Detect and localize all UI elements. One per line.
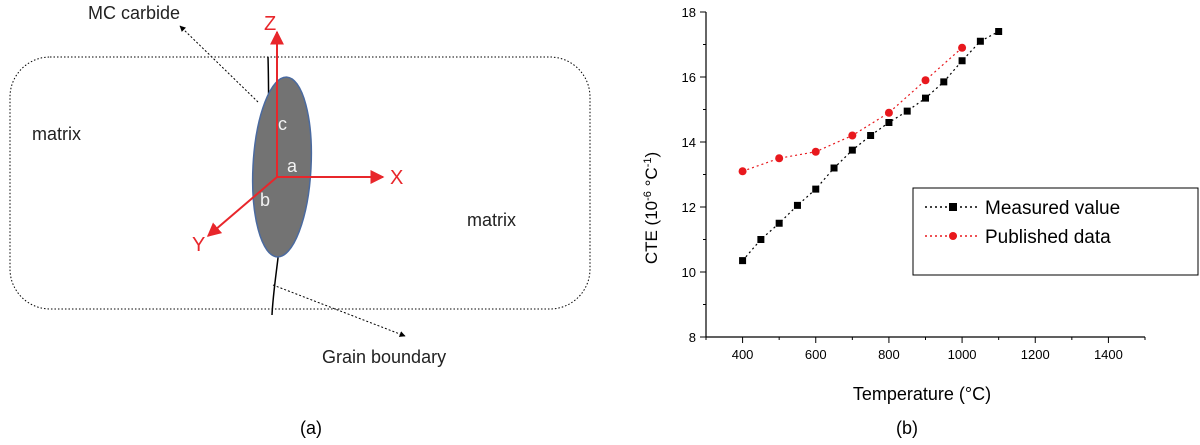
schematic-panel: MC carbide Grain boundary matrix matrix …: [9, 3, 591, 367]
y-axis-title-unit: °C: [642, 167, 661, 191]
matrix-label-right: matrix: [467, 210, 516, 230]
published-point: [775, 154, 784, 163]
y-tick-label: 14: [682, 135, 696, 150]
legend-published-label: Published data: [985, 227, 1111, 248]
carbide-dim-c: c: [278, 114, 287, 134]
y-tick-label: 12: [682, 200, 696, 215]
measured-point: [940, 78, 948, 86]
carbide-leader-line: [179, 25, 259, 103]
series-line-measured: [742, 30, 999, 262]
carbide-dim-a: a: [287, 156, 298, 176]
grain-boundary-label: Grain boundary: [322, 347, 446, 367]
measured-point: [885, 119, 893, 126]
x-tick-label: 1400: [1094, 347, 1123, 362]
y-axis-title: CTE (10-6 °C-1): [642, 152, 661, 264]
x-axis-title: Temperature (°C): [853, 384, 991, 404]
y-axis-arrow: [206, 176, 278, 237]
cte-chart: 400 600 800 1000 1200 1400 8 10 12 14 16 18 Tempera…: [642, 5, 1199, 404]
published-point: [921, 76, 930, 85]
carbide-dim-b: b: [260, 190, 270, 210]
matrix-region: [9, 56, 591, 310]
x-tick-label: 1200: [1021, 347, 1050, 362]
legend-measured-label: Measured value: [985, 198, 1120, 219]
measured-point: [757, 236, 765, 243]
y-axis-title-close: ): [642, 152, 661, 158]
measured-point: [775, 219, 783, 227]
y-axis-title-exp: -6: [642, 191, 654, 201]
measured-point: [995, 28, 1003, 35]
legend-box: [912, 187, 1199, 276]
measured-point: [848, 146, 856, 154]
measured-point: [976, 37, 984, 45]
chart-series: [738, 28, 1003, 265]
matrix-label-left: matrix: [32, 124, 81, 144]
y-tick-label: 10: [682, 265, 696, 280]
measured-point: [903, 107, 911, 115]
x-tick-label: 600: [805, 347, 827, 362]
measured-point: [793, 201, 801, 209]
published-point: [811, 147, 820, 156]
measured-point: [867, 132, 875, 139]
legend-measured-marker: [949, 203, 957, 211]
measured-point: [739, 257, 747, 265]
y-tick-label: 8: [689, 330, 696, 345]
published-point: [958, 43, 967, 52]
x-axis-label: X: [390, 167, 403, 189]
measured-point: [830, 164, 838, 172]
measured-point: [958, 57, 966, 65]
legend-published-marker: [949, 232, 957, 240]
chart-axes: 400 600 800 1000 1200 1400 8 10 12 14 16 18: [682, 5, 1146, 362]
published-point: [738, 167, 747, 176]
carbide-label: MC carbide: [88, 3, 180, 23]
grain-boundary-leader-line: [272, 284, 406, 337]
measured-point: [812, 185, 820, 193]
published-point: [848, 131, 857, 140]
y-tick-label: 18: [682, 5, 696, 20]
measured-point: [922, 94, 929, 102]
x-tick-label: 800: [878, 347, 900, 362]
published-point: [884, 108, 893, 117]
y-axis-title-part: CTE (10: [642, 201, 661, 264]
y-tick-label: 16: [682, 70, 696, 85]
chart-legend: Measured value Published data: [912, 187, 1199, 276]
mc-carbide-particle: [251, 76, 313, 258]
y-axis-label: Y: [192, 234, 205, 256]
x-tick-label: 400: [732, 347, 754, 362]
y-axis-title-unit-exp: -1: [642, 158, 654, 168]
z-axis-label: Z: [264, 13, 276, 35]
x-tick-label: 1000: [948, 347, 977, 362]
panel-label-a: (a): [300, 418, 322, 438]
panel-label-b: (b): [896, 418, 918, 438]
